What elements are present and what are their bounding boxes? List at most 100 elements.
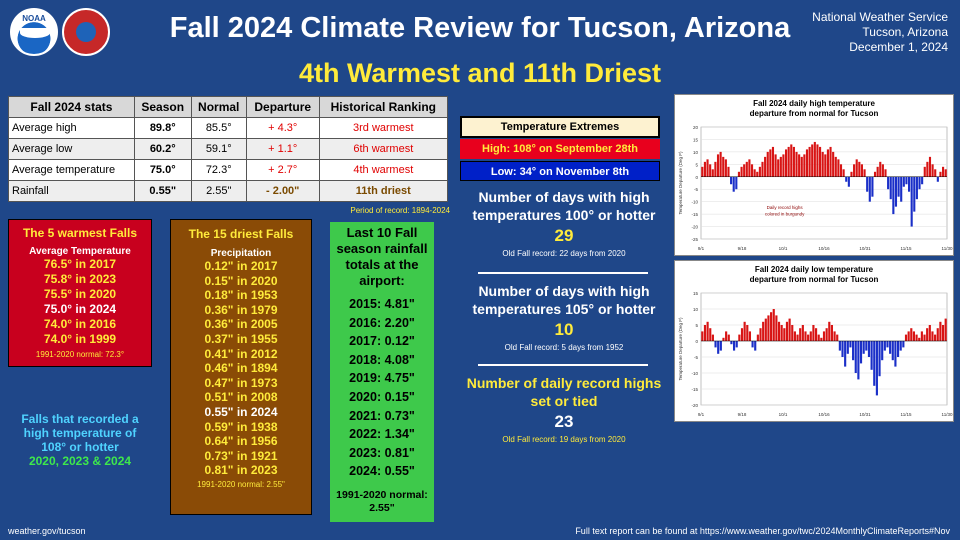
bar bbox=[847, 176, 850, 187]
y-tick-label: 15 bbox=[693, 137, 699, 142]
bar bbox=[855, 159, 858, 177]
x-tick-label: 10/31 bbox=[859, 412, 871, 417]
x-tick-label: 10/1 bbox=[779, 412, 788, 417]
bar bbox=[821, 151, 824, 177]
bar bbox=[918, 176, 921, 190]
office-name: National Weather Service bbox=[812, 10, 948, 24]
list-item: 0.73" in 1921 bbox=[204, 448, 278, 463]
bar bbox=[709, 164, 712, 177]
bar bbox=[910, 176, 913, 227]
bar bbox=[782, 154, 785, 177]
days-100-title: Number of days with high temperatures 10… bbox=[472, 189, 656, 223]
record-highs-title: Number of daily record highs set or tied bbox=[466, 375, 662, 409]
table-row: Average temperature 75.0° 72.3° + 2.7° 4… bbox=[8, 159, 449, 181]
bar bbox=[836, 334, 839, 341]
list-item: 0.36" in 1979 bbox=[204, 302, 278, 317]
bar bbox=[805, 149, 809, 177]
page-subtitle: 4th Warmest and 11th Driest bbox=[298, 58, 662, 88]
list-item: 0.46" in 1894 bbox=[204, 361, 278, 376]
stat-departure: + 2.7° bbox=[245, 159, 320, 181]
bar bbox=[879, 161, 882, 177]
divider bbox=[478, 272, 648, 274]
record-highs-record: Old Fall record: 19 days from 2020 bbox=[502, 435, 626, 444]
noaa-bird-icon bbox=[20, 28, 50, 38]
bar bbox=[801, 325, 804, 341]
driest-sub: Precipitation bbox=[210, 248, 272, 259]
stat-season: 75.0° bbox=[133, 159, 192, 181]
extreme-high: High: 108° on September 28th bbox=[460, 139, 660, 159]
bar bbox=[716, 154, 720, 177]
bar bbox=[740, 328, 744, 341]
bar bbox=[759, 328, 762, 341]
list-item: 0.37" in 1955 bbox=[204, 331, 278, 346]
warmest-normal: 1991-2020 normal: 72.3° bbox=[35, 350, 125, 359]
bar bbox=[931, 164, 934, 177]
extreme-low: Low: 34° on November 8th bbox=[460, 161, 660, 181]
bar bbox=[862, 341, 865, 354]
bar bbox=[762, 321, 765, 341]
bar bbox=[737, 171, 741, 177]
bar bbox=[897, 176, 900, 197]
bar bbox=[748, 159, 751, 177]
list-item: 2016: 2.20" bbox=[349, 315, 415, 330]
stat-season: 0.55" bbox=[133, 180, 192, 202]
bar bbox=[817, 334, 820, 341]
bar bbox=[745, 161, 748, 177]
y-tick-label: -10 bbox=[691, 200, 698, 205]
bar bbox=[860, 164, 864, 177]
office-location: Tucson, Arizona bbox=[862, 25, 948, 39]
bar bbox=[743, 321, 746, 341]
bar bbox=[845, 176, 848, 182]
bar bbox=[732, 176, 735, 192]
list-item: 2019: 4.75" bbox=[349, 371, 415, 386]
bar bbox=[939, 171, 942, 177]
chart-title-line: Fall 2024 daily high temperature bbox=[753, 99, 875, 108]
bar bbox=[791, 325, 794, 341]
bar bbox=[926, 328, 929, 341]
bar bbox=[936, 176, 939, 182]
list-item: 2022: 1.34" bbox=[349, 427, 415, 442]
bar bbox=[764, 156, 767, 177]
nws-logo bbox=[62, 8, 110, 56]
bar bbox=[857, 341, 860, 380]
bar bbox=[875, 341, 878, 396]
driest-normal: 1991-2020 normal: 2.55" bbox=[197, 479, 285, 489]
bar bbox=[787, 146, 790, 177]
bar bbox=[881, 341, 884, 361]
bar bbox=[784, 149, 788, 177]
x-tick-label: 9/1 bbox=[698, 246, 705, 251]
bar bbox=[764, 318, 767, 341]
chart-annotation-line: Daily record highs bbox=[767, 205, 804, 210]
bar bbox=[719, 341, 722, 351]
days-105-title: Number of days with high temperatures 10… bbox=[472, 283, 656, 317]
bar bbox=[889, 341, 892, 354]
bar bbox=[722, 337, 725, 341]
stat-ranking: 3rd warmest bbox=[318, 117, 449, 139]
y-tick-label: 5 bbox=[695, 162, 698, 167]
stat-departure: + 1.1° bbox=[245, 138, 320, 160]
bar bbox=[819, 146, 822, 177]
days-105-record: Old Fall record: 5 days from 1952 bbox=[504, 343, 624, 352]
y-tick-label: 5 bbox=[695, 323, 698, 328]
bar bbox=[800, 156, 803, 177]
low-departure-chart: Fall 2024 daily low temperature departure… bbox=[674, 260, 954, 422]
bar bbox=[703, 325, 707, 341]
bar bbox=[753, 169, 756, 177]
stats-header: Fall 2024 stats bbox=[8, 96, 135, 118]
bar bbox=[830, 325, 834, 341]
x-tick-label: 11/15 bbox=[901, 412, 912, 417]
stats-header: Departure bbox=[245, 96, 320, 118]
bar bbox=[934, 334, 937, 341]
bar bbox=[826, 149, 829, 177]
list-item: 0.12" in 2017 bbox=[204, 259, 278, 273]
page-title: Fall 2024 Climate Review for Tucson, Ari… bbox=[169, 12, 791, 44]
bar bbox=[915, 334, 918, 341]
bar bbox=[854, 341, 857, 373]
rainfall-normal: 1991-2020 normal: 2.55" bbox=[336, 488, 428, 514]
bar bbox=[790, 144, 793, 177]
bar bbox=[870, 341, 873, 370]
bar bbox=[724, 159, 727, 177]
list-item: 0.55" in 2024 bbox=[204, 404, 278, 419]
footer-website: weather.gov/tucson bbox=[8, 526, 86, 536]
bar bbox=[941, 325, 945, 341]
